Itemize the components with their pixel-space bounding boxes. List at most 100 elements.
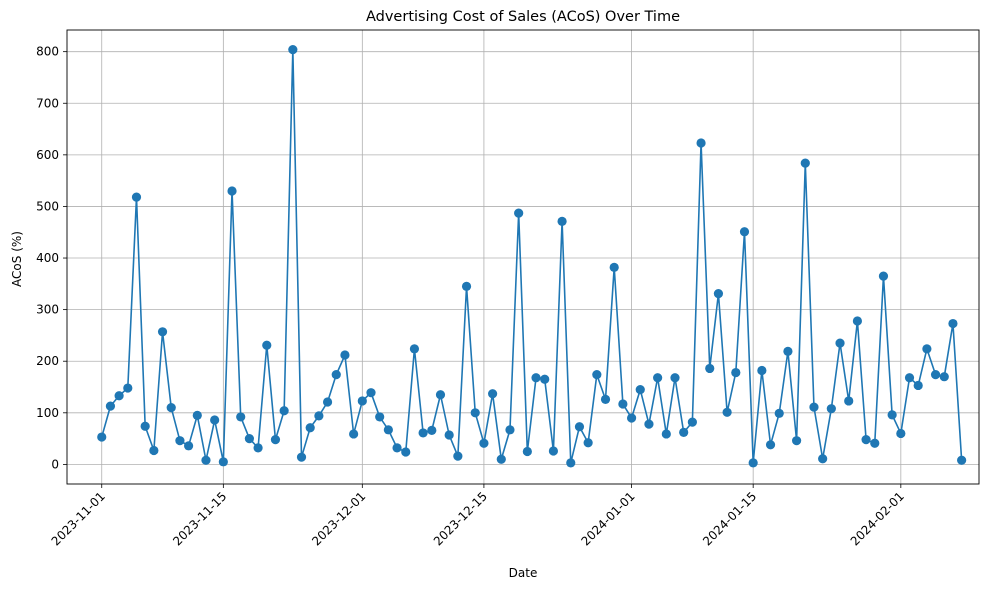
data-point [757,365,767,376]
data-point [305,423,315,433]
data-point [705,363,715,374]
y-axis-ticks: 0 100 200 300 400 500 600 700 800 [36,45,67,471]
chart-title: Advertising Cost of Sales (ACoS) Over Ti… [366,9,680,25]
data-point [175,436,185,446]
data-point [505,425,515,435]
y-tick-label: 300 [36,303,59,317]
data-point [201,455,211,465]
data-point [444,430,454,440]
data-point [818,454,828,464]
data-point [461,281,472,292]
data-point [253,443,263,453]
data-point [331,370,341,380]
data-point [522,446,532,457]
data-point [383,425,393,435]
data-point [140,421,150,431]
data-point [262,340,272,350]
data-point [748,458,758,468]
data-point [904,373,915,383]
data-point [479,438,489,448]
data-point [574,422,585,432]
data-point [800,158,810,168]
data-point [340,350,350,360]
data-point [739,227,750,237]
data-point [349,429,359,439]
data-point [514,208,524,218]
data-point [626,413,637,423]
data-point [861,435,871,445]
data-point [774,408,784,418]
data-point [731,367,741,378]
data-point [765,440,776,450]
data-point [679,427,689,438]
data-point [218,457,228,467]
y-axis-label: ACoS (%) [10,231,24,287]
plot-frame [66,29,980,485]
data-point [548,446,559,456]
data-point [314,411,324,421]
data-point [488,389,498,399]
data-point [939,372,949,382]
y-tick-label: 200 [36,354,59,368]
data-point [670,373,680,383]
data-point [296,452,307,462]
data-point [244,434,254,444]
x-axis-label: Date [509,566,538,580]
data-point [210,415,220,425]
data-point [288,45,298,55]
y-tick-label: 500 [36,199,59,213]
data-point [279,406,289,416]
data-point [184,441,194,451]
acos-line [100,48,963,464]
data-point [618,399,628,409]
data-point [531,373,541,383]
data-point [149,445,159,456]
data-point [557,216,567,227]
data-point [635,384,645,395]
data-point [236,412,246,422]
data-point [792,436,802,446]
data-point [922,344,932,354]
y-tick-label: 100 [36,406,59,420]
data-point [835,338,845,348]
data-point [435,390,446,400]
data-point [844,396,854,406]
y-tick-label: 0 [51,457,59,471]
data-point [687,417,697,427]
data-point [114,391,124,401]
data-point [357,396,367,406]
data-point [722,407,732,417]
data-point [540,374,550,384]
data-point [930,370,941,380]
data-point [418,428,428,438]
grid-lines [67,30,979,484]
data-point [157,327,168,337]
data-point [583,438,593,448]
data-point [375,412,385,422]
data-point [592,370,602,380]
data-point [427,425,437,435]
data-point [470,408,480,418]
data-point [600,394,611,404]
acos-series [97,45,967,468]
data-point [653,373,663,383]
data-point [852,316,863,326]
data-point [957,455,967,465]
data-point [322,397,333,407]
data-point [366,388,376,398]
data-point [131,192,142,202]
data-point [270,435,281,445]
data-point [166,403,176,413]
data-point [913,380,923,391]
y-tick-label: 800 [36,45,59,59]
data-point [644,419,654,429]
data-point [826,404,836,414]
y-tick-label: 400 [36,251,59,265]
data-point [609,262,619,272]
y-tick-label: 600 [36,148,59,162]
data-point [409,344,420,354]
data-point [809,402,819,412]
data-point [887,410,897,420]
data-point [392,443,402,453]
